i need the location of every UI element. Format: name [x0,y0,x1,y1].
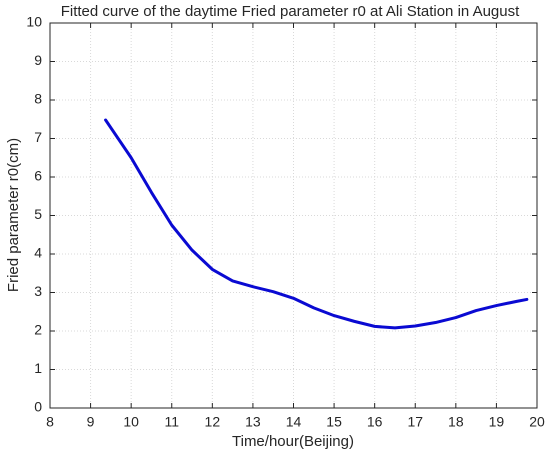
x-tick-label: 16 [367,414,383,430]
x-tick-label: 10 [123,414,139,430]
x-tick-label: 8 [46,414,54,430]
x-tick-label: 19 [489,414,505,430]
y-tick-label: 6 [34,168,42,184]
x-tick-label: 15 [326,414,342,430]
chart-title: Fitted curve of the daytime Fried parame… [61,3,520,20]
x-tick-label: 9 [87,414,95,430]
y-tick-label: 4 [34,245,42,261]
y-tick-label: 0 [34,399,42,415]
x-tick-label: 13 [245,414,261,430]
x-tick-label: 20 [529,414,545,430]
y-tick-label: 1 [34,360,42,376]
y-tick-label: 2 [34,322,42,338]
x-tick-label: 12 [205,414,221,430]
x-tick-label: 11 [164,414,179,430]
y-tick-label: 5 [34,206,42,222]
y-tick-label: 8 [34,91,42,107]
y-tick-label: 7 [34,129,42,145]
x-tick-label: 18 [448,414,464,430]
x-tick-label: 14 [286,414,302,430]
y-axis-label: Fried parameter r0(cm) [5,138,22,292]
y-tick-label: 3 [34,283,42,299]
x-axis-label: Time/hour(Beijing) [232,433,354,450]
plot-frame [49,22,538,409]
x-tick-label: 17 [407,414,423,430]
y-tick-label: 10 [26,14,42,30]
y-tick-label: 9 [34,52,42,68]
data-line [104,118,529,330]
